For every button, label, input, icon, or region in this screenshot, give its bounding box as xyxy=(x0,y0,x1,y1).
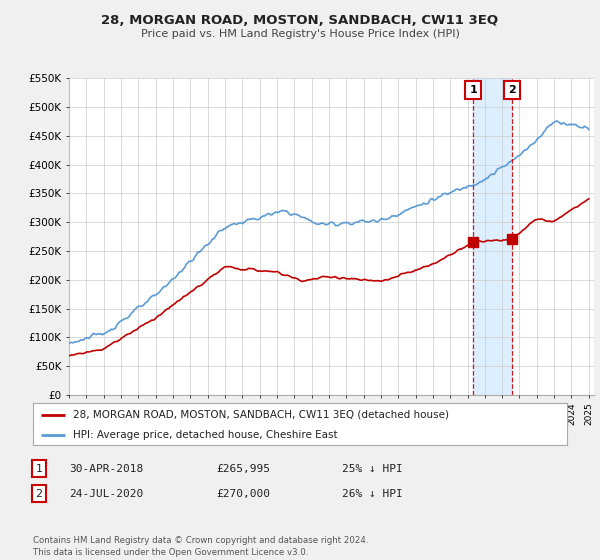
Text: Contains HM Land Registry data © Crown copyright and database right 2024.
This d: Contains HM Land Registry data © Crown c… xyxy=(33,536,368,557)
Text: 1: 1 xyxy=(35,464,43,474)
Text: 2: 2 xyxy=(35,489,43,499)
Text: Price paid vs. HM Land Registry's House Price Index (HPI): Price paid vs. HM Land Registry's House … xyxy=(140,29,460,39)
Text: 28, MORGAN ROAD, MOSTON, SANDBACH, CW11 3EQ (detached house): 28, MORGAN ROAD, MOSTON, SANDBACH, CW11 … xyxy=(73,410,449,420)
Text: HPI: Average price, detached house, Cheshire East: HPI: Average price, detached house, Ches… xyxy=(73,430,338,440)
Text: £265,995: £265,995 xyxy=(216,464,270,474)
Text: 26% ↓ HPI: 26% ↓ HPI xyxy=(342,489,403,499)
Text: 2: 2 xyxy=(508,85,516,95)
Bar xyxy=(473,78,512,395)
Text: 28, MORGAN ROAD, MOSTON, SANDBACH, CW11 3EQ: 28, MORGAN ROAD, MOSTON, SANDBACH, CW11 … xyxy=(101,14,499,27)
Text: 24-JUL-2020: 24-JUL-2020 xyxy=(69,489,143,499)
Text: 1: 1 xyxy=(469,85,477,95)
Text: 30-APR-2018: 30-APR-2018 xyxy=(69,464,143,474)
Text: £270,000: £270,000 xyxy=(216,489,270,499)
Text: 25% ↓ HPI: 25% ↓ HPI xyxy=(342,464,403,474)
